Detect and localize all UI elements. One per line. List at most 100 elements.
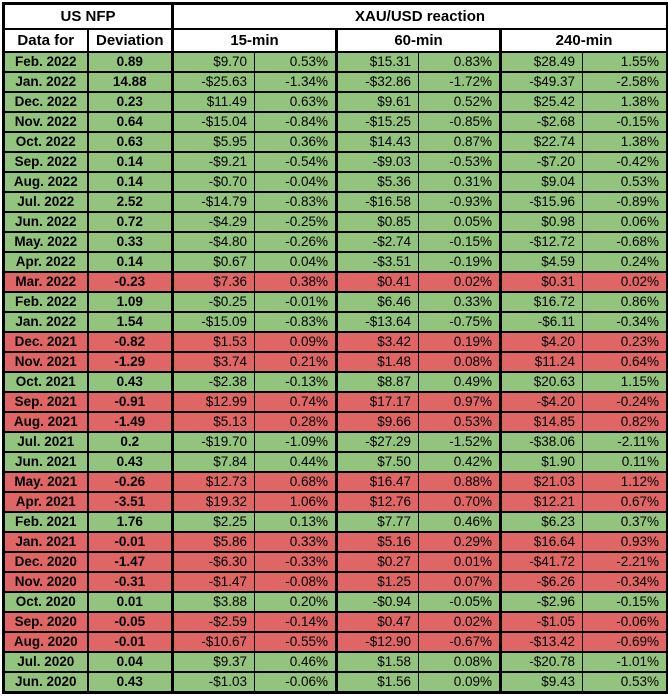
deviation-cell: 0.43 [86, 371, 175, 393]
pct-240min-cell: -0.06% [582, 611, 668, 633]
pct-60min-cell: 0.88% [418, 471, 502, 493]
deviation-cell: 0.33 [86, 231, 175, 253]
deviation-cell: 0.43 [86, 451, 175, 473]
pct-15min-cell: 0.33% [254, 531, 338, 553]
month-cell: Jul. 2020 [2, 651, 89, 673]
deviation-cell: -0.23 [86, 271, 175, 293]
month-cell: May. 2022 [2, 231, 89, 253]
value-60min-cell: $1.48 [335, 351, 420, 373]
table-row: Jul. 2020 0.04 $9.37 0.46% $1.58 0.08% -$20.78… [2, 651, 668, 673]
month-cell: Jul. 2022 [2, 191, 89, 213]
deviation-cell: -1.47 [86, 551, 175, 573]
pct-60min-cell: 0.07% [418, 571, 502, 593]
month-cell: Dec. 2020 [2, 551, 89, 573]
value-240min-cell: $4.59 [499, 251, 584, 273]
header-15min: 15-min [171, 28, 338, 53]
value-15min-cell: $9.37 [171, 651, 256, 673]
value-60min-cell: -$32.86 [335, 71, 420, 93]
table-row: Jan. 2021 -0.01 $5.86 0.33% $5.16 0.29% $16.64… [2, 531, 668, 553]
table-row: Sep. 2022 0.14 -$9.21 -0.54% -$9.03 -0.53% -$7… [2, 151, 668, 173]
pct-60min-cell: 0.83% [418, 51, 502, 73]
value-240min-cell: -$12.72 [499, 231, 584, 253]
value-60min-cell: -$2.74 [335, 231, 420, 253]
value-60min-cell: $5.36 [335, 171, 420, 193]
pct-60min-cell: 0.05% [418, 211, 502, 233]
month-cell: Oct. 2021 [2, 371, 89, 393]
table-row: Aug. 2020 -0.01 -$10.67 -0.55% -$12.90 -0.67%… [2, 631, 668, 653]
pct-60min-cell: 0.08% [418, 651, 502, 673]
deviation-cell: 0.72 [86, 211, 175, 233]
pct-60min-cell: -0.85% [418, 111, 502, 133]
value-15min-cell: $2.25 [171, 511, 256, 533]
deviation-cell: -0.91 [86, 391, 175, 413]
value-15min-cell: -$14.79 [171, 191, 256, 213]
value-15min-cell: $5.95 [171, 131, 256, 153]
pct-15min-cell: 0.20% [254, 591, 338, 613]
month-cell: Nov. 2021 [2, 351, 89, 373]
pct-15min-cell: 0.46% [254, 651, 338, 673]
value-15min-cell: -$6.30 [171, 551, 256, 573]
month-cell: Aug. 2022 [2, 171, 89, 193]
pct-60min-cell: 0.87% [418, 131, 502, 153]
month-cell: Aug. 2021 [2, 411, 89, 433]
table-row: Aug. 2022 0.14 -$0.70 -0.04% $5.36 0.31% $9.04… [2, 171, 668, 193]
value-15min-cell: $19.32 [171, 491, 256, 513]
value-60min-cell: -$15.25 [335, 111, 420, 133]
table-row: Sep. 2021 -0.91 $12.99 0.74% $17.17 0.97% -$4.… [2, 391, 668, 413]
pct-240min-cell: -0.69% [582, 631, 668, 653]
deviation-cell: 0.43 [86, 671, 175, 694]
value-60min-cell: -$12.90 [335, 631, 420, 653]
value-60min-cell: -$16.58 [335, 191, 420, 213]
pct-60min-cell: 0.31% [418, 171, 502, 193]
header-us-nfp: US NFP [2, 2, 174, 30]
value-15min-cell: -$1.03 [171, 671, 256, 694]
table-row: Jan. 2022 14.88 -$25.63 -1.34% -$32.86 -1.72%… [2, 71, 668, 93]
value-240min-cell: $25.42 [499, 91, 584, 113]
value-240min-cell: -$1.05 [499, 611, 584, 633]
value-15min-cell: -$2.59 [171, 611, 256, 633]
deviation-cell: 0.63 [86, 131, 175, 153]
table-row: Jun. 2021 0.43 $7.84 0.44% $7.50 0.42% $1.90 0.… [2, 451, 668, 473]
value-240min-cell: -$20.78 [499, 651, 584, 673]
month-cell: Jan. 2022 [2, 71, 89, 93]
header-data-for: Data for [2, 28, 89, 53]
pct-15min-cell: -0.01% [254, 291, 338, 313]
pct-60min-cell: -0.75% [418, 311, 502, 333]
header-row-top: US NFP XAU/USD reaction [2, 2, 668, 30]
table-row: Oct. 2020 0.01 $3.88 0.20% -$0.94 -0.05% -$2.9… [2, 591, 668, 613]
deviation-cell: -0.26 [86, 471, 175, 493]
value-240min-cell: -$49.37 [499, 71, 584, 93]
header-row-sub: Data for Deviation 15-min 60-min 240-min [2, 28, 668, 53]
month-cell: Jun. 2022 [2, 211, 89, 233]
month-cell: Feb. 2022 [2, 51, 89, 73]
pct-240min-cell: 1.38% [582, 91, 668, 113]
month-cell: Feb. 2021 [2, 511, 89, 533]
value-60min-cell: $0.27 [335, 551, 420, 573]
pct-15min-cell: 0.63% [254, 91, 338, 113]
table-row: Dec. 2020 -1.47 -$6.30 -0.33% $0.27 0.01% -$41… [2, 551, 668, 573]
table-row: Mar. 2022 -0.23 $7.36 0.38% $0.41 0.02% $0.31 0… [2, 271, 668, 293]
month-cell: Aug. 2020 [2, 631, 89, 653]
pct-15min-cell: -1.09% [254, 431, 338, 453]
value-60min-cell: $7.50 [335, 451, 420, 473]
deviation-cell: -1.49 [86, 411, 175, 433]
value-240min-cell: $28.49 [499, 51, 584, 73]
month-cell: Jan. 2021 [2, 531, 89, 553]
value-15min-cell: $12.99 [171, 391, 256, 413]
table-row: Apr. 2022 0.14 $0.67 0.04% -$3.51 -0.19% $4.59… [2, 251, 668, 273]
month-cell: Oct. 2022 [2, 131, 89, 153]
month-cell: Jul. 2021 [2, 431, 89, 453]
deviation-cell: -0.82 [86, 331, 175, 353]
pct-15min-cell: -0.55% [254, 631, 338, 653]
pct-60min-cell: 0.97% [418, 391, 502, 413]
value-15min-cell: -$10.67 [171, 631, 256, 653]
pct-60min-cell: 0.19% [418, 331, 502, 353]
deviation-cell: 14.88 [86, 71, 175, 93]
value-15min-cell: $1.53 [171, 331, 256, 353]
value-240min-cell: -$7.20 [499, 151, 584, 173]
value-60min-cell: $9.61 [335, 91, 420, 113]
pct-240min-cell: 0.06% [582, 211, 668, 233]
pct-15min-cell: -0.08% [254, 571, 338, 593]
pct-60min-cell: 0.08% [418, 351, 502, 373]
value-240min-cell: $22.74 [499, 131, 584, 153]
